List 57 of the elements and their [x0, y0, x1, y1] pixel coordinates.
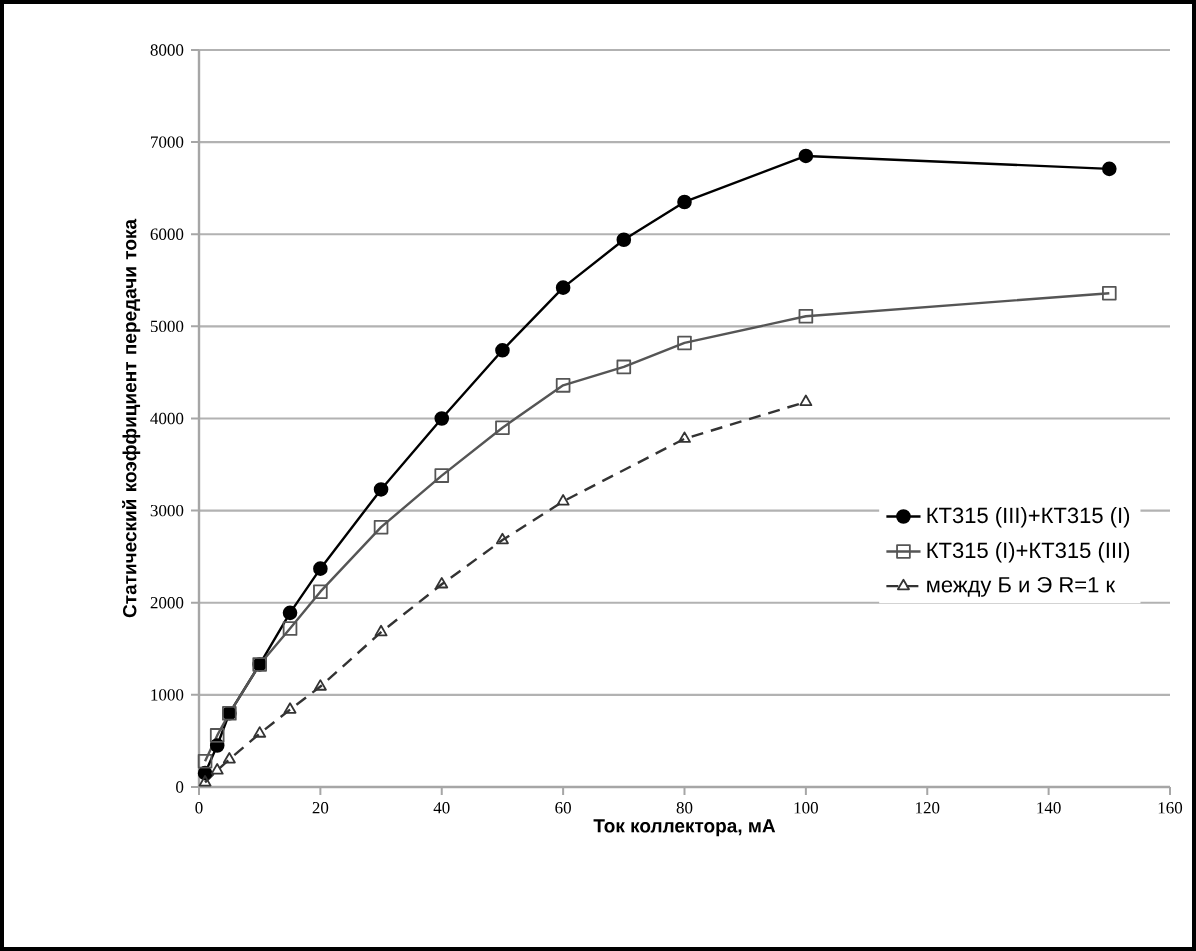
x-tick-label: 40 — [433, 802, 450, 814]
point — [1102, 285, 1117, 301]
x-tick-label: 140 — [1037, 802, 1061, 814]
point — [495, 420, 510, 435]
y-tick-label: 5000 — [150, 320, 184, 333]
y-tick-label: 7000 — [151, 136, 184, 148]
point — [435, 577, 449, 589]
point — [434, 411, 450, 426]
point — [555, 378, 571, 393]
x-tick-label: 80 — [676, 802, 693, 814]
point — [798, 308, 814, 324]
x-axis-title: Ток коллектора, мА — [593, 819, 776, 837]
point — [495, 343, 510, 358]
point — [210, 763, 224, 775]
point — [374, 624, 388, 637]
point — [313, 584, 328, 599]
point — [282, 621, 298, 636]
y-tick-label: 0 — [176, 781, 184, 793]
x-tick-label: 20 — [312, 802, 329, 814]
legend-label: между Б и Э R=1 к — [927, 576, 1116, 597]
point — [373, 482, 389, 497]
y-tick-label: 8000 — [150, 44, 184, 56]
y-tick-label: 1000 — [151, 689, 184, 701]
legend-label: КТ315 (III)+КТ315 (I) — [927, 507, 1130, 528]
point — [222, 752, 236, 764]
point — [198, 775, 212, 787]
x-tick-label: 100 — [794, 802, 818, 814]
y-tick-label: 3000 — [150, 504, 184, 517]
point — [798, 148, 814, 164]
point — [283, 702, 297, 714]
point — [313, 679, 327, 691]
point — [616, 232, 632, 248]
y-tick-label: 4000 — [150, 412, 184, 425]
point — [253, 726, 267, 738]
point — [555, 280, 571, 295]
point — [434, 468, 450, 483]
legend-label: КТ315 (I)+КТ315 (III) — [927, 541, 1130, 563]
point — [556, 494, 570, 506]
x-tick-label: 0 — [195, 802, 203, 814]
y-tick-label: 6000 — [150, 228, 184, 240]
x-tick-label: 60 — [555, 802, 571, 814]
point — [677, 194, 692, 210]
point — [678, 431, 691, 443]
point — [197, 753, 213, 769]
x-tick-label: 160 — [1158, 802, 1183, 814]
y-tick-label: 2000 — [150, 597, 184, 609]
y-axis-title: Статический коэффициент передачи тока — [122, 218, 141, 618]
point — [1102, 161, 1117, 177]
point — [616, 359, 632, 375]
point — [677, 335, 692, 351]
point — [373, 519, 389, 535]
x-tick-label: 120 — [916, 802, 940, 814]
point — [495, 532, 509, 545]
point — [313, 561, 328, 576]
point — [209, 728, 225, 743]
point — [282, 605, 298, 621]
point — [799, 394, 813, 406]
